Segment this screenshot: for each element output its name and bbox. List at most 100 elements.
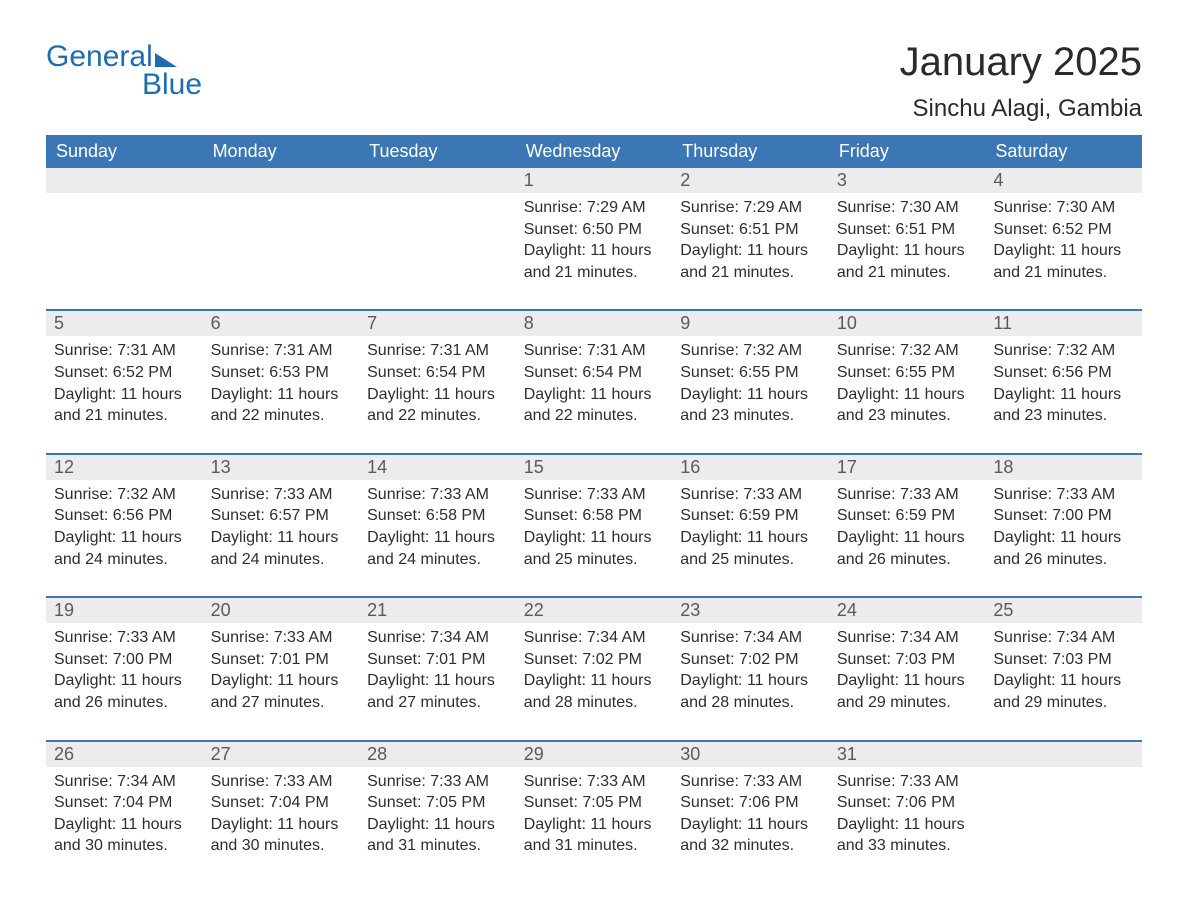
sunrise-text: Sunrise: 7:30 AM (837, 197, 978, 219)
daylight-text: Daylight: 11 hours and 26 minutes. (993, 527, 1134, 570)
daylight-text: Daylight: 11 hours and 26 minutes. (54, 670, 195, 713)
sunrise-text: Sunrise: 7:31 AM (524, 340, 665, 362)
day-number: 14 (359, 455, 516, 480)
day-number: 29 (516, 742, 673, 767)
calendar-cell: 15Sunrise: 7:33 AMSunset: 6:58 PMDayligh… (516, 454, 673, 597)
day-number: 28 (359, 742, 516, 767)
daylight-text: Daylight: 11 hours and 25 minutes. (680, 527, 821, 570)
calendar-cell: 4Sunrise: 7:30 AMSunset: 6:52 PMDaylight… (985, 168, 1142, 310)
sunset-text: Sunset: 6:56 PM (54, 505, 195, 527)
sunrise-text: Sunrise: 7:31 AM (211, 340, 352, 362)
sunset-text: Sunset: 7:06 PM (680, 792, 821, 814)
sunrise-text: Sunrise: 7:34 AM (524, 627, 665, 649)
day-body: Sunrise: 7:32 AMSunset: 6:55 PMDaylight:… (672, 336, 829, 452)
day-body: Sunrise: 7:33 AMSunset: 7:06 PMDaylight:… (829, 767, 986, 883)
sunset-text: Sunset: 7:04 PM (211, 792, 352, 814)
sunset-text: Sunset: 6:59 PM (680, 505, 821, 527)
day-number (203, 168, 360, 193)
daylight-text: Daylight: 11 hours and 31 minutes. (524, 814, 665, 857)
daylight-text: Daylight: 11 hours and 24 minutes. (54, 527, 195, 570)
daylight-text: Daylight: 11 hours and 28 minutes. (680, 670, 821, 713)
logo-triangle-icon (155, 53, 177, 67)
calendar-cell (359, 168, 516, 310)
sunrise-text: Sunrise: 7:33 AM (367, 484, 508, 506)
calendar-cell: 25Sunrise: 7:34 AMSunset: 7:03 PMDayligh… (985, 597, 1142, 740)
day-number: 31 (829, 742, 986, 767)
day-number: 5 (46, 311, 203, 336)
day-number: 2 (672, 168, 829, 193)
sunset-text: Sunset: 6:57 PM (211, 505, 352, 527)
day-body: Sunrise: 7:33 AMSunset: 6:58 PMDaylight:… (516, 480, 673, 596)
sunset-text: Sunset: 7:03 PM (993, 649, 1134, 671)
calendar-cell: 16Sunrise: 7:33 AMSunset: 6:59 PMDayligh… (672, 454, 829, 597)
day-body: Sunrise: 7:34 AMSunset: 7:01 PMDaylight:… (359, 623, 516, 739)
day-body: Sunrise: 7:33 AMSunset: 6:57 PMDaylight:… (203, 480, 360, 596)
sunrise-text: Sunrise: 7:31 AM (367, 340, 508, 362)
daylight-text: Daylight: 11 hours and 24 minutes. (211, 527, 352, 570)
day-body: Sunrise: 7:33 AMSunset: 7:05 PMDaylight:… (359, 767, 516, 883)
sunrise-text: Sunrise: 7:33 AM (54, 627, 195, 649)
day-body: Sunrise: 7:31 AMSunset: 6:53 PMDaylight:… (203, 336, 360, 452)
day-body: Sunrise: 7:33 AMSunset: 6:58 PMDaylight:… (359, 480, 516, 596)
day-body: Sunrise: 7:33 AMSunset: 7:00 PMDaylight:… (985, 480, 1142, 596)
calendar-week-row: 1Sunrise: 7:29 AMSunset: 6:50 PMDaylight… (46, 168, 1142, 310)
day-number: 19 (46, 598, 203, 623)
day-number: 1 (516, 168, 673, 193)
daylight-text: Daylight: 11 hours and 21 minutes. (993, 240, 1134, 283)
day-header: Friday (829, 135, 986, 168)
daylight-text: Daylight: 11 hours and 21 minutes. (837, 240, 978, 283)
location: Sinchu Alagi, Gambia (900, 95, 1142, 123)
sunset-text: Sunset: 6:56 PM (993, 362, 1134, 384)
daylight-text: Daylight: 11 hours and 32 minutes. (680, 814, 821, 857)
calendar-cell: 10Sunrise: 7:32 AMSunset: 6:55 PMDayligh… (829, 310, 986, 453)
calendar-cell: 12Sunrise: 7:32 AMSunset: 6:56 PMDayligh… (46, 454, 203, 597)
sunset-text: Sunset: 6:51 PM (837, 219, 978, 241)
day-body: Sunrise: 7:30 AMSunset: 6:52 PMDaylight:… (985, 193, 1142, 309)
day-header: Sunday (46, 135, 203, 168)
day-body: Sunrise: 7:31 AMSunset: 6:54 PMDaylight:… (359, 336, 516, 452)
sunrise-text: Sunrise: 7:32 AM (993, 340, 1134, 362)
calendar-cell: 31Sunrise: 7:33 AMSunset: 7:06 PMDayligh… (829, 741, 986, 883)
calendar-cell: 9Sunrise: 7:32 AMSunset: 6:55 PMDaylight… (672, 310, 829, 453)
calendar-cell: 11Sunrise: 7:32 AMSunset: 6:56 PMDayligh… (985, 310, 1142, 453)
daylight-text: Daylight: 11 hours and 33 minutes. (837, 814, 978, 857)
month-title: January 2025 (900, 40, 1142, 85)
day-body: Sunrise: 7:29 AMSunset: 6:51 PMDaylight:… (672, 193, 829, 309)
day-number: 20 (203, 598, 360, 623)
sunset-text: Sunset: 6:59 PM (837, 505, 978, 527)
day-number: 12 (46, 455, 203, 480)
sunset-text: Sunset: 6:50 PM (524, 219, 665, 241)
day-body-empty (359, 193, 516, 245)
calendar-cell (203, 168, 360, 310)
sunrise-text: Sunrise: 7:34 AM (993, 627, 1134, 649)
day-header: Tuesday (359, 135, 516, 168)
daylight-text: Daylight: 11 hours and 21 minutes. (54, 384, 195, 427)
sunset-text: Sunset: 7:02 PM (680, 649, 821, 671)
sunrise-text: Sunrise: 7:33 AM (367, 771, 508, 793)
day-number: 6 (203, 311, 360, 336)
day-body: Sunrise: 7:31 AMSunset: 6:54 PMDaylight:… (516, 336, 673, 452)
day-body: Sunrise: 7:31 AMSunset: 6:52 PMDaylight:… (46, 336, 203, 452)
day-number: 23 (672, 598, 829, 623)
sunrise-text: Sunrise: 7:32 AM (680, 340, 821, 362)
daylight-text: Daylight: 11 hours and 31 minutes. (367, 814, 508, 857)
day-number: 9 (672, 311, 829, 336)
sunrise-text: Sunrise: 7:32 AM (837, 340, 978, 362)
day-body: Sunrise: 7:34 AMSunset: 7:02 PMDaylight:… (516, 623, 673, 739)
day-header: Monday (203, 135, 360, 168)
daylight-text: Daylight: 11 hours and 21 minutes. (680, 240, 821, 283)
calendar-cell: 20Sunrise: 7:33 AMSunset: 7:01 PMDayligh… (203, 597, 360, 740)
daylight-text: Daylight: 11 hours and 27 minutes. (211, 670, 352, 713)
sunrise-text: Sunrise: 7:31 AM (54, 340, 195, 362)
calendar-cell (985, 741, 1142, 883)
day-body: Sunrise: 7:33 AMSunset: 6:59 PMDaylight:… (672, 480, 829, 596)
day-number (359, 168, 516, 193)
sunset-text: Sunset: 7:04 PM (54, 792, 195, 814)
day-body: Sunrise: 7:33 AMSunset: 7:06 PMDaylight:… (672, 767, 829, 883)
day-number: 22 (516, 598, 673, 623)
sunset-text: Sunset: 6:52 PM (993, 219, 1134, 241)
sunrise-text: Sunrise: 7:33 AM (680, 484, 821, 506)
day-number: 17 (829, 455, 986, 480)
day-body: Sunrise: 7:34 AMSunset: 7:04 PMDaylight:… (46, 767, 203, 883)
daylight-text: Daylight: 11 hours and 29 minutes. (993, 670, 1134, 713)
